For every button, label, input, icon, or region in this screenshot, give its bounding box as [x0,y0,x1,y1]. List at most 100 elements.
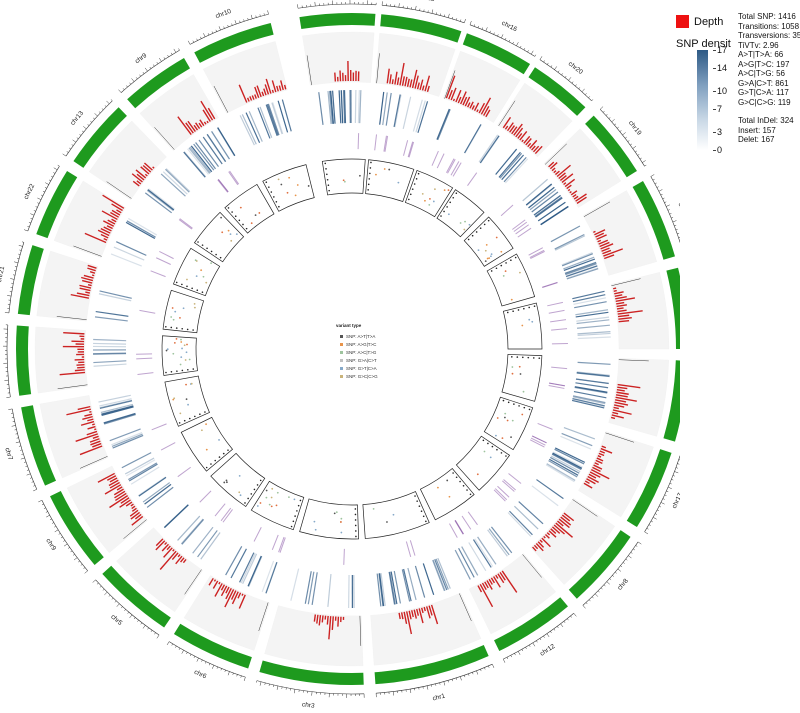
depth-bar [473,102,480,111]
snp-density-line [197,530,218,558]
variant-point [490,255,492,258]
depth-bar [421,607,424,614]
depth-bar [409,79,413,88]
depth-bar [469,101,474,109]
depth-bar [517,133,523,139]
depth-bar [511,126,518,135]
legend-entry: SNP: G>T|C>A [346,366,377,371]
snp-density-line [537,201,566,222]
snp-density-line [211,130,231,160]
depth-bar [488,578,493,585]
depth-bar [86,430,98,436]
depth-bar [560,516,572,526]
snp-density-line [394,94,402,128]
snp-density-line [546,463,576,481]
depth-bar [509,125,516,133]
depth-bar [101,210,118,221]
snp-density-line [216,127,236,157]
depth-bar [66,408,91,416]
depth-bar [573,195,579,200]
indel-line [529,249,545,259]
variant-point [340,531,343,534]
snp-density-line [435,558,449,590]
indel-line [537,422,553,430]
variant-type-panel [436,189,485,238]
chromosome-label: chr17 [671,492,680,510]
indel-line [452,162,462,177]
snp-density-line [379,573,385,607]
depth-bar [92,423,95,426]
variant-type-panel [162,289,205,334]
snp-density-line [160,173,186,197]
depth-bar [104,484,122,495]
variant-point [180,341,183,343]
depth-bar [464,96,471,107]
snp-density-line [187,148,209,175]
depth-bar [556,164,571,178]
variant-point [437,486,439,489]
snp-density-line [241,114,257,145]
indel-line [548,385,565,389]
depth-bar [467,102,471,108]
depth-bar [554,170,560,176]
depth-bar [599,450,606,454]
indel-line [156,257,171,265]
chromosome-label: chr5 [109,613,123,627]
chromosome-label: chr15 [418,0,436,3]
variant-point [448,495,451,498]
snp-density-line [142,482,171,503]
depth-bar [592,466,601,472]
snp-density-line [575,309,609,316]
indel-line [548,309,565,314]
depth-bar [604,254,615,260]
snp-density-line [266,104,279,136]
snp-density-line [126,220,156,238]
depth-bar [328,616,332,640]
snp-density-line [554,447,586,463]
snp-density-line [144,483,172,505]
variant-point [188,358,191,361]
depth-bar [220,585,228,597]
depth-bar [136,180,142,185]
variant-point [193,306,196,309]
snp-density-line [566,268,599,280]
legend-swatch [340,351,343,354]
depth-bar [208,577,214,586]
snp-density-line [240,552,256,584]
snp-density-line [432,559,446,591]
depth-bar [553,170,557,174]
depth-bar [103,226,112,232]
depth-bar [394,71,398,85]
stat-line: Total SNP: 1416 [738,12,796,21]
depth-bar [584,480,590,485]
variant-point [424,199,426,202]
indel-line [500,204,514,217]
depth-bar [108,479,119,487]
indel-line [407,141,414,158]
depth-bar [131,515,144,526]
variant-point [432,200,435,203]
depth-bar [391,79,394,85]
depth-bar [598,239,609,245]
variant-type-panel [173,247,221,297]
depth-bar [617,309,627,313]
depth-bar [590,469,610,480]
variant-point [173,397,176,400]
stat-line: A>G|T>C: 197 [738,59,790,69]
depth-bar [155,540,166,551]
depth-bar [617,383,641,389]
depth-bar [114,490,126,499]
depth-bar [114,492,127,502]
depth-bar [337,616,340,627]
snp-density-line [563,258,596,272]
stat-line [738,107,800,116]
snp-density-line [564,261,597,274]
snp-density-line [531,485,559,507]
variant-point [223,481,226,484]
density-tick-label: 14 [717,62,728,73]
ideogram-block [50,491,104,565]
indel-line [136,357,153,360]
depth-bar [570,190,578,196]
snp-density-line [574,386,608,394]
variant-point [181,347,183,350]
